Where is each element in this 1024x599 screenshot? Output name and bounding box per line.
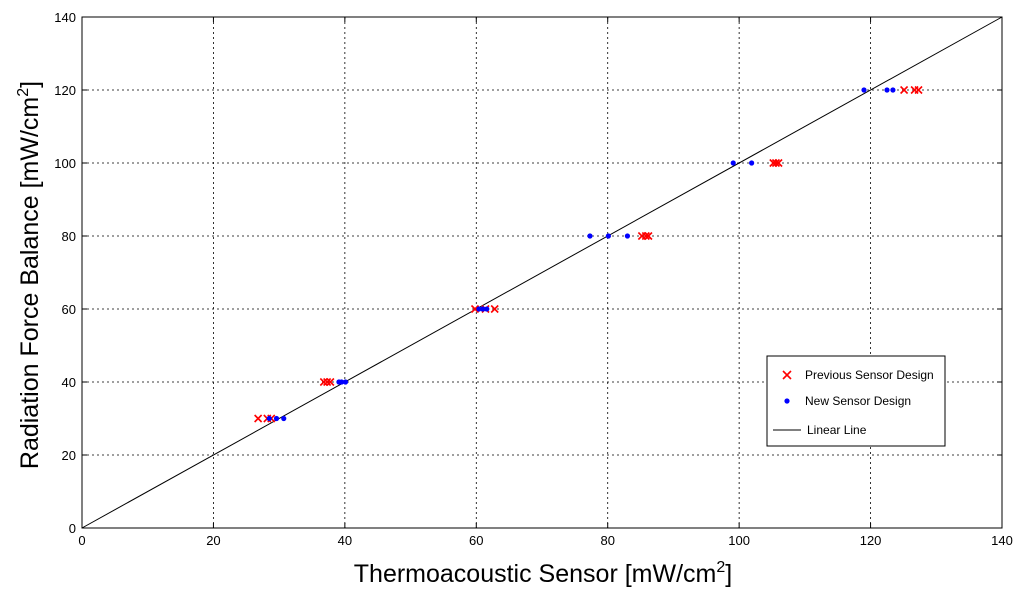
new-sensor-point bbox=[273, 415, 280, 422]
new-sensor-point bbox=[266, 415, 272, 422]
y-tick-label: 120 bbox=[54, 83, 76, 98]
new-sensor-point bbox=[861, 87, 867, 93]
new-sensor-point bbox=[281, 415, 287, 422]
y-axis-label-end: ] bbox=[16, 81, 44, 88]
y-axis-label-sup: 2 bbox=[15, 88, 32, 97]
x-tick-label: 0 bbox=[78, 533, 85, 548]
linear-line bbox=[81, 16, 1003, 529]
x-tick-label: 100 bbox=[728, 533, 750, 548]
y-tick-label: 20 bbox=[62, 448, 76, 463]
y-axis-label-main: Radiation Force Balance [mW/cm bbox=[16, 97, 44, 469]
previous-sensor-point bbox=[490, 304, 499, 314]
previous-sensor-point bbox=[470, 304, 480, 314]
new-sensor-point bbox=[890, 87, 896, 93]
x-axis-label: Thermoacoustic Sensor [mW/cm2] bbox=[354, 559, 732, 588]
y-tick-label: 60 bbox=[62, 302, 76, 317]
previous-sensor-point bbox=[326, 377, 335, 387]
legend-previous-marker bbox=[782, 370, 792, 380]
previous-sensor-point bbox=[771, 158, 781, 168]
new-sensor-point bbox=[605, 233, 611, 239]
x-tick-label: 80 bbox=[600, 533, 614, 548]
previous-sensor-point bbox=[900, 85, 909, 95]
new-sensor-point bbox=[480, 306, 486, 312]
y-axis-label: Radiation Force Balance [mW/cm2] bbox=[15, 81, 44, 469]
new-sensor-point bbox=[730, 160, 736, 166]
new-sensor-point bbox=[484, 306, 490, 312]
new-sensor-series bbox=[266, 87, 896, 422]
x-axis-ticks: 0 20 40 60 80 100 120 140 bbox=[78, 17, 1013, 548]
previous-sensor-point bbox=[323, 377, 332, 387]
previous-sensor-point bbox=[774, 158, 783, 168]
y-tick-label: 100 bbox=[54, 156, 76, 171]
legend-box bbox=[766, 355, 946, 447]
x-axis-label-main: Thermoacoustic Sensor [mW/cm bbox=[354, 560, 717, 588]
new-sensor-point bbox=[476, 306, 482, 312]
legend-linear-label: Linear Line bbox=[807, 423, 867, 437]
previous-sensor-point bbox=[644, 231, 653, 241]
y-tick-label: 140 bbox=[54, 10, 76, 25]
legend-new-label: New Sensor Design bbox=[805, 394, 911, 408]
legend-new-marker bbox=[784, 398, 790, 404]
x-axis-label-sup: 2 bbox=[716, 559, 725, 576]
new-sensor-point bbox=[749, 160, 755, 166]
previous-sensor-point bbox=[641, 231, 650, 241]
x-tick-label: 40 bbox=[338, 533, 352, 548]
new-sensor-point bbox=[587, 233, 593, 239]
y-tick-label: 40 bbox=[62, 375, 76, 390]
y-tick-label: 80 bbox=[62, 229, 76, 244]
y-tick-label: 0 bbox=[69, 521, 76, 536]
plot-frame bbox=[81, 16, 1003, 529]
x-tick-label: 20 bbox=[206, 533, 220, 548]
previous-sensor-point bbox=[914, 85, 923, 95]
legend: Previous Sensor Design New Sensor Design… bbox=[766, 355, 946, 447]
x-axis-label-end: ] bbox=[725, 560, 732, 588]
x-tick-label: 140 bbox=[991, 533, 1013, 548]
new-sensor-point bbox=[884, 87, 890, 93]
x-tick-label: 120 bbox=[860, 533, 882, 548]
previous-sensor-point bbox=[254, 414, 263, 423]
new-sensor-point bbox=[338, 379, 345, 385]
new-sensor-point bbox=[342, 379, 349, 385]
linear-line-series bbox=[81, 16, 1003, 529]
x-tick-label: 60 bbox=[469, 533, 483, 548]
previous-sensor-point bbox=[319, 377, 328, 387]
new-sensor-point bbox=[624, 233, 631, 239]
legend-previous-label: Previous Sensor Design bbox=[805, 368, 934, 382]
y-axis-ticks: 0 20 40 60 80 100 120 140 bbox=[54, 10, 1002, 536]
